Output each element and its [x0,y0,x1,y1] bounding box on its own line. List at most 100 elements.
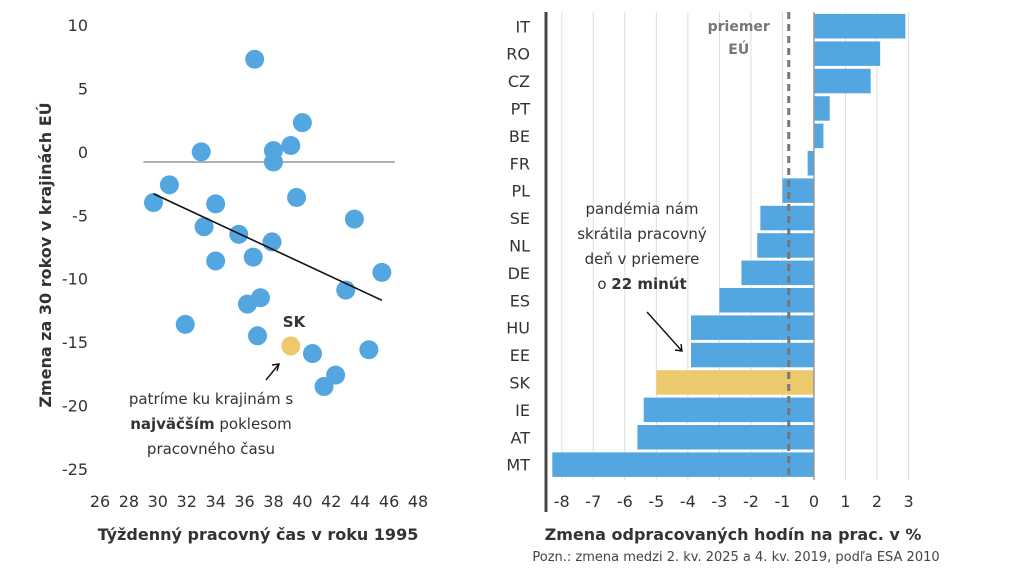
bar-annotation-bold: 22 minút [611,275,686,293]
scatter-x-tick-7: 40 [292,492,312,511]
bar-x-tick-3: -5 [648,492,664,511]
scatter-annotation-line2: najväčším poklesom [130,415,292,433]
bar-annotation-arrow [646,311,683,352]
bar-pl [782,178,814,203]
bar-ie [643,397,814,423]
scatter-point-2 [281,136,301,156]
bar-it [813,14,906,39]
scatter-annotation-rest: poklesom [215,415,292,433]
bar-category-fr: FR [510,154,530,173]
scatter-point-11 [194,217,214,237]
scatter-y-tick-2: 0 [78,143,88,162]
scatter-y-tick-5: -15 [62,333,88,352]
bar-x-tick-1: -7 [585,492,601,511]
scatter-point-5 [263,152,283,172]
scatter-points [143,49,392,397]
scatter-x-tick-2: 30 [148,492,168,511]
bar-category-labels: IT RO CZ PT BE FR PL SE NL DE ES HU EE SK IE AT MT [506,17,530,474]
bar-category-se: SE [510,209,530,228]
bar-hu [691,315,814,340]
bar-se [760,205,814,231]
scatter-point-16 [372,262,392,282]
bar-eu-average-label-line1: priemer [708,19,770,35]
bar-annotation-line4: o 22 minút [597,275,686,293]
bar-category-es: ES [510,291,530,310]
bar-category-ee: EE [510,346,530,365]
scatter-point-0 [245,49,265,69]
bar-footnote: Pozn.: zmena medzi 2. kv. 2025 a 4. kv. … [532,550,939,565]
bar-x-tick-8: 0 [809,492,819,511]
bar-ee [691,342,814,368]
scatter-x-tick-8: 42 [321,492,341,511]
scatter-chart: 10 5 0 -5 -10 -15 -20 -25 26 28 30 32 34 36 38 40 42 44 4… [36,16,428,544]
bar-category-be: BE [509,127,530,146]
bar-x-tick-4: -4 [680,492,696,511]
scatter-point-1 [292,113,312,133]
bar-x-tick-0: -8 [554,492,570,511]
bar-annotation-pre: o [597,275,611,293]
scatter-point-8 [287,188,307,208]
bar-category-pt: PT [511,99,531,118]
scatter-annotation-line1: patríme ku krajinám s [129,390,293,408]
scatter-point-10 [344,209,364,229]
bar-category-at: AT [511,428,531,447]
bar-nl [757,233,814,258]
scatter-x-tick-11: 48 [408,492,428,511]
bar-annotation-line3: deň v priemere [585,250,700,268]
bar-annotation-line2: skrátila pracovný [577,225,707,243]
scatter-y-ticks: 10 5 0 -5 -10 -15 -20 -25 [62,16,88,479]
bar-annotation-arrowhead [674,343,683,352]
bar-category-ro: RO [506,45,530,64]
scatter-annotation-bold: najväčším [130,415,214,433]
bar-be [813,123,824,149]
bar-pt [813,96,830,121]
scatter-point-21 [248,326,268,346]
scatter-annotation-arrowhead [271,363,280,372]
scatter-point-9 [206,194,226,214]
bar-es [719,288,814,313]
scatter-x-ticks: 26 28 30 32 34 36 38 40 42 44 46 48 [90,492,428,511]
bar-x-tick-11: 3 [903,492,913,511]
scatter-point-15 [206,251,226,271]
bar-ro [813,41,881,66]
scatter-y-tick-4: -10 [62,270,88,289]
bar-x-tick-5: -3 [711,492,727,511]
scatter-x-tick-5: 36 [234,492,254,511]
bar-sk [656,370,814,395]
scatter-y-tick-6: -20 [62,397,88,416]
bar-x-tick-6: -2 [743,492,759,511]
scatter-point-7 [143,193,163,213]
scatter-x-tick-3: 32 [177,492,197,511]
scatter-y-tick-3: -5 [72,206,88,225]
scatter-y-tick-1: 5 [78,79,88,98]
bar-mt [552,452,814,477]
bar-fr [807,151,814,176]
scatter-point-20 [175,314,195,334]
scatter-y-tick-7: -25 [62,460,88,479]
scatter-point-25 [314,377,334,397]
bar-de [741,260,814,286]
scatter-x-tick-4: 34 [205,492,225,511]
scatter-point-6 [159,175,179,195]
bar-x-ticks: -8 -7 -6 -5 -4 -3 -2 -1 0 1 2 3 [554,492,914,511]
scatter-point-24 [326,365,346,385]
bar-category-it: IT [516,17,531,36]
bar-annotation-line1: pandémia nám [585,200,698,218]
bar-category-de: DE [508,264,530,283]
scatter-point-23 [359,340,379,360]
scatter-point-14 [243,247,263,267]
bar-eu-average-label-line2: EÚ [728,40,749,58]
scatter-x-axis-label: Týždenný pracovný čas v roku 1995 [98,525,419,544]
scatter-x-tick-6: 38 [263,492,283,511]
scatter-x-tick-1: 28 [119,492,139,511]
bar-x-tick-7: -1 [774,492,790,511]
scatter-x-tick-0: 26 [90,492,110,511]
bar-category-cz: CZ [508,72,530,91]
bar-x-axis-label: Zmena odpracovaných hodín na prac. v % [545,525,922,544]
scatter-x-tick-10: 46 [379,492,399,511]
scatter-annotation-line3: pracovného času [147,440,275,458]
scatter-point-4 [191,142,211,162]
scatter-y-axis-label: Zmena za 30 rokov v krajinách EÚ [36,102,55,407]
